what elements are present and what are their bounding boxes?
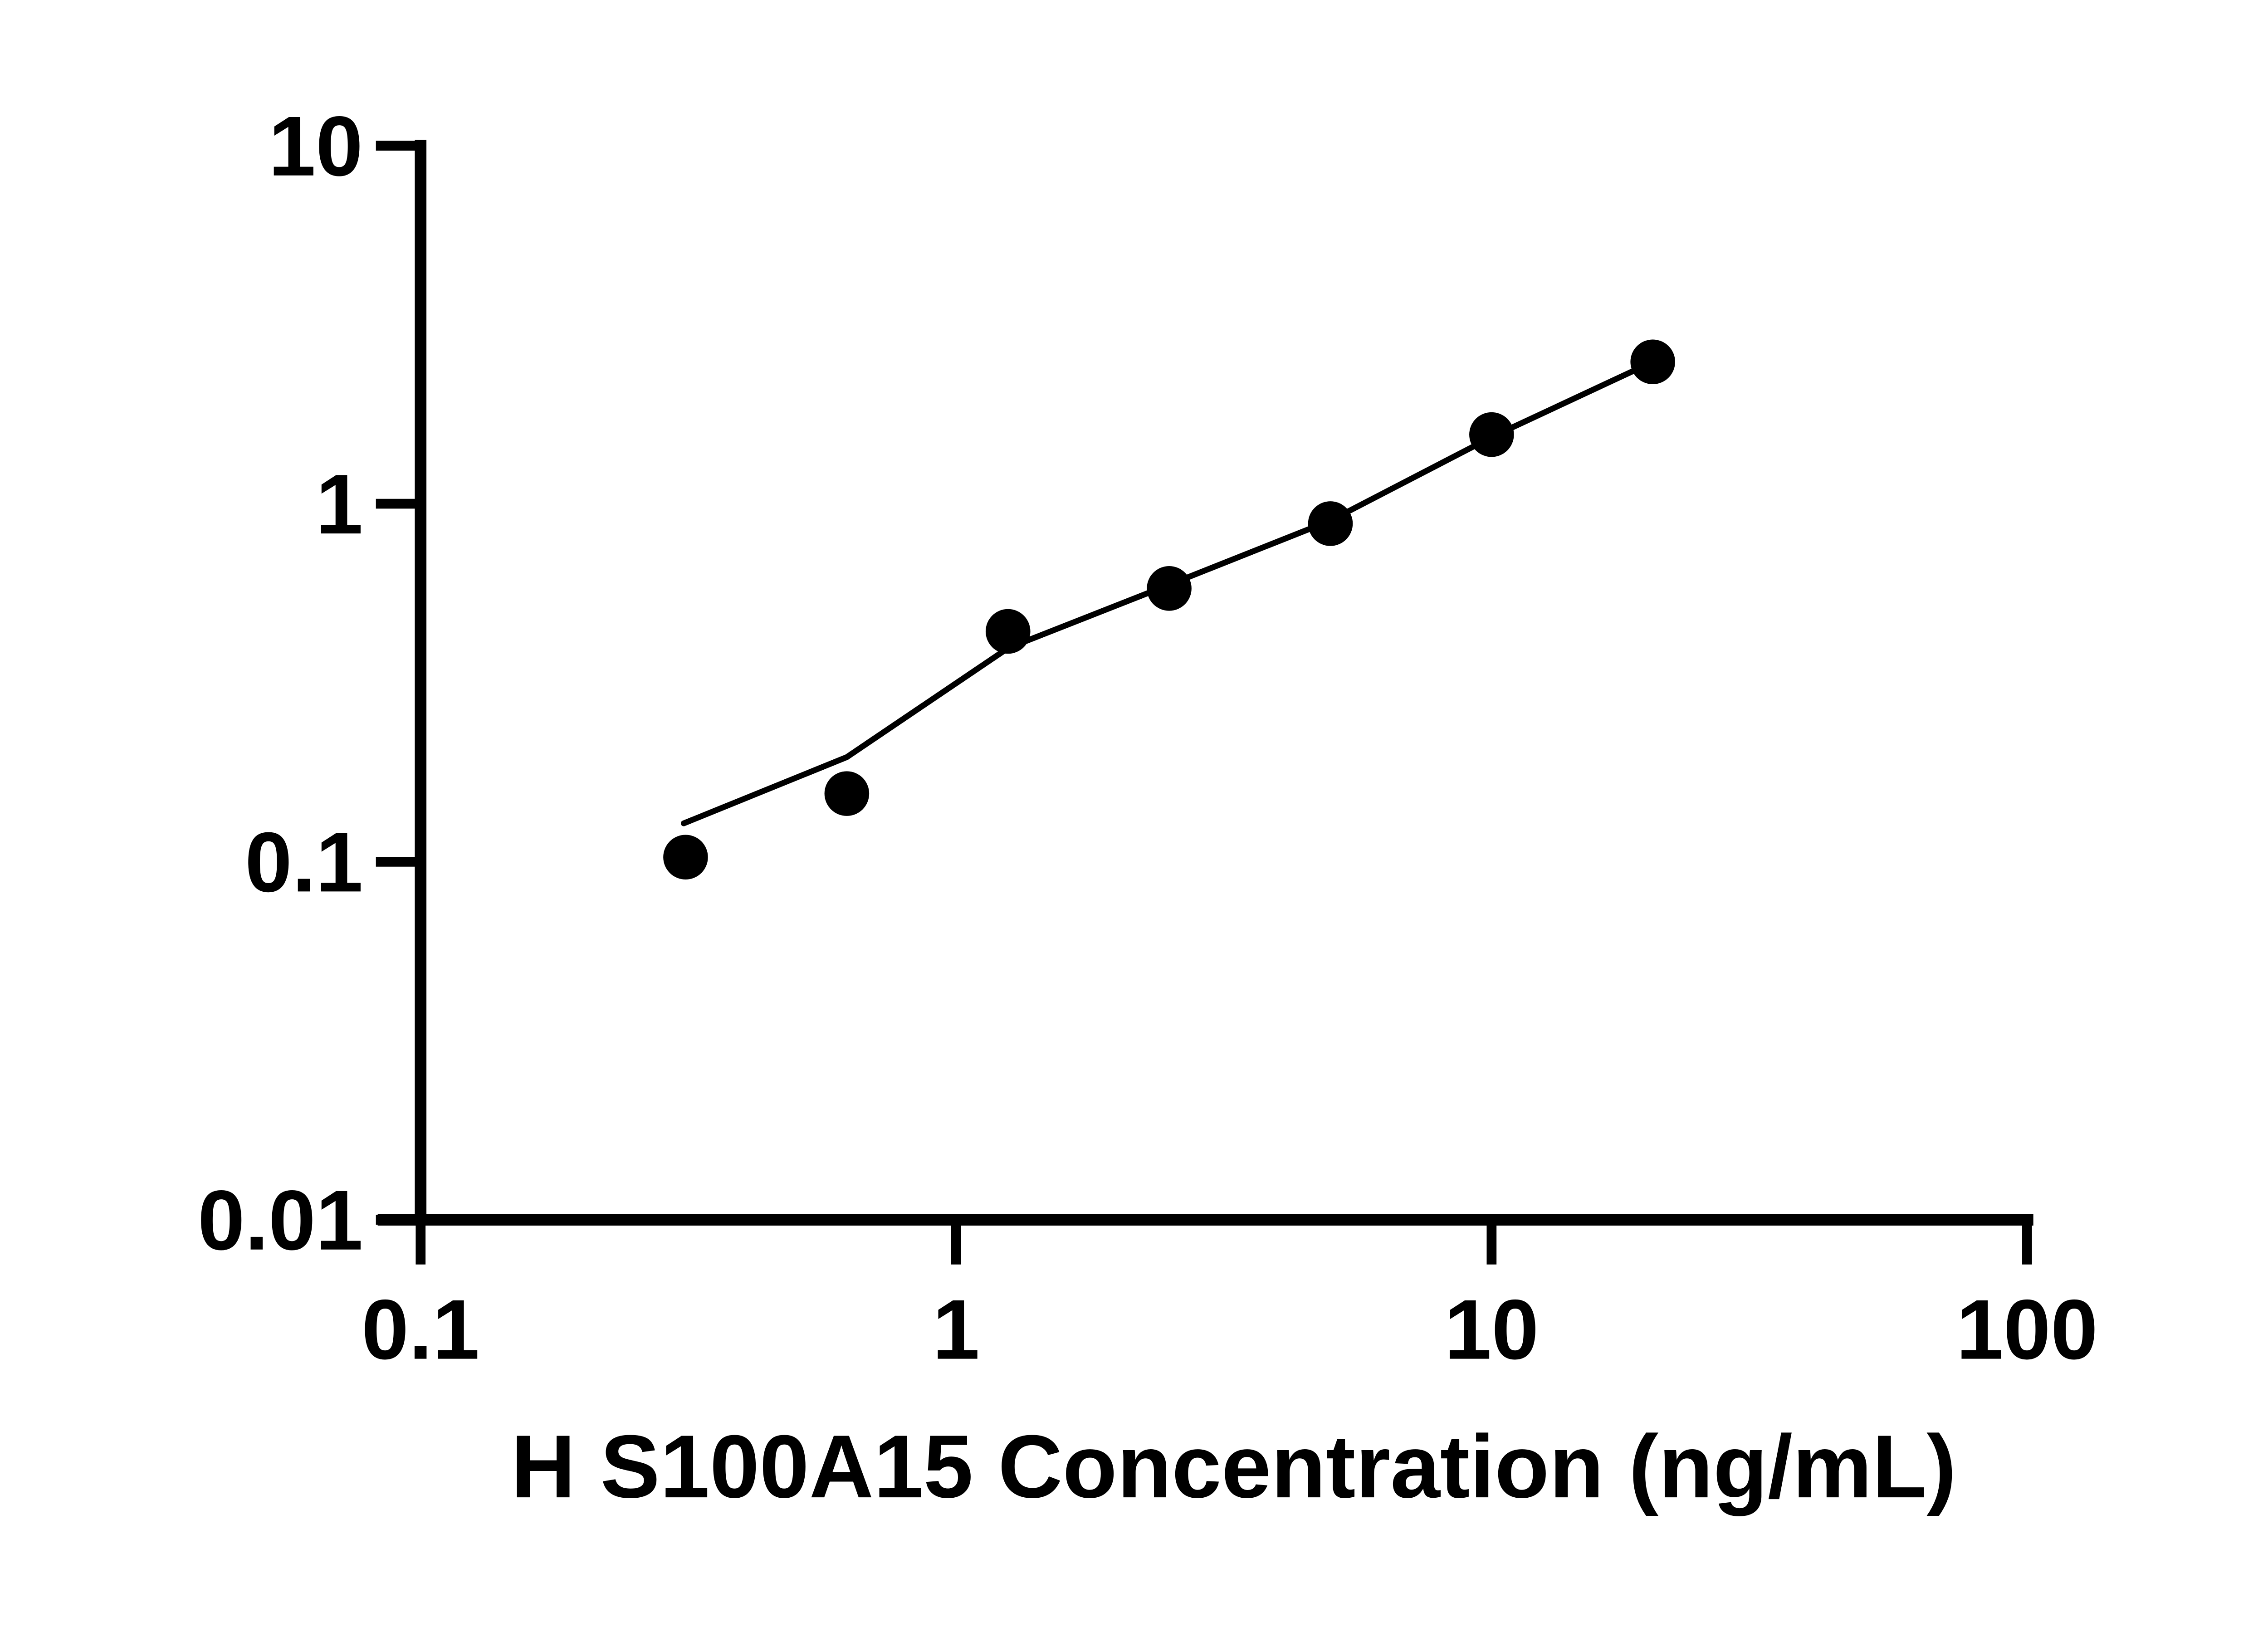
data-point: [1308, 501, 1353, 546]
y-tick-label: 10: [269, 99, 363, 194]
y-tick-label: 1: [316, 457, 363, 552]
x-axis-ticks: [415, 1220, 2032, 1265]
data-point: [985, 609, 1031, 654]
data-point: [663, 835, 708, 879]
x-tick-label: 10: [1444, 1282, 1539, 1377]
data-point: [1469, 412, 1514, 457]
data-point: [824, 771, 870, 816]
y-axis-ticks: [376, 141, 421, 1225]
x-axis-title: H S100A15 Concentration (ng/mL): [511, 1417, 1956, 1516]
x-tick-label: 1: [933, 1282, 980, 1377]
x-tick-label: 0.1: [362, 1282, 479, 1377]
data-point: [1630, 339, 1675, 385]
y-tick-label: 0.1: [245, 815, 363, 909]
x-axis-tick-labels: 0.1 1 10 100: [362, 1282, 2098, 1377]
y-tick-label: 0.01: [198, 1173, 363, 1268]
x-tick-label: 100: [1956, 1282, 2098, 1377]
data-points: [663, 339, 1675, 879]
data-point: [1147, 566, 1192, 611]
y-axis-tick-labels: 0.01 0.1 1 10: [198, 99, 363, 1268]
